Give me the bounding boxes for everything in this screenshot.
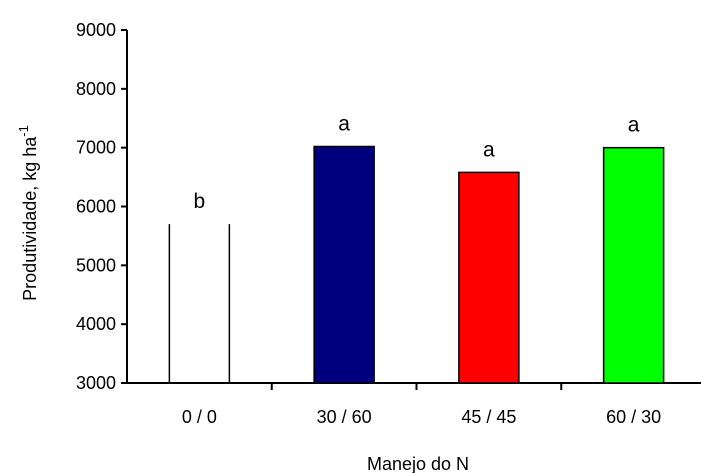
x-tick-label: 30 / 60 [317,407,372,427]
y-axis-title: Produtividade, kg ha-1 [16,125,40,301]
y-tick-label: 4000 [76,314,116,334]
bar [602,146,665,384]
bar-significance-label: a [338,112,350,135]
x-tick-label: 60 / 30 [606,407,661,427]
x-tick-label: 0 / 0 [182,407,217,427]
bars [168,145,665,384]
y-tick-label: 9000 [76,20,116,40]
x-axis: 0 / 0 30 / 60 45 / 45 60 / 30 [127,382,701,427]
bar [168,224,231,383]
y-tick-label: 7000 [76,138,116,158]
bar-labels: b a a a [194,112,640,213]
y-tick-label: 3000 [76,373,116,393]
bar [458,171,520,384]
bar-significance-label: b [194,190,206,213]
y-axis-title-text: Produtividade, kg ha [20,136,40,301]
x-tick-label: 45 / 45 [461,407,516,427]
y-tick-label: 5000 [76,255,116,275]
x-axis-title: Manejo do N [367,454,469,473]
y-tick-label: 8000 [76,79,116,99]
y-tick-label: 6000 [76,197,116,217]
bar [313,145,375,384]
y-axis-title-superscript: -1 [16,125,31,137]
bar-significance-label: a [483,138,495,161]
bar-significance-label: a [628,114,640,137]
y-axis: 3000 4000 5000 6000 7000 8000 9000 [76,20,128,393]
